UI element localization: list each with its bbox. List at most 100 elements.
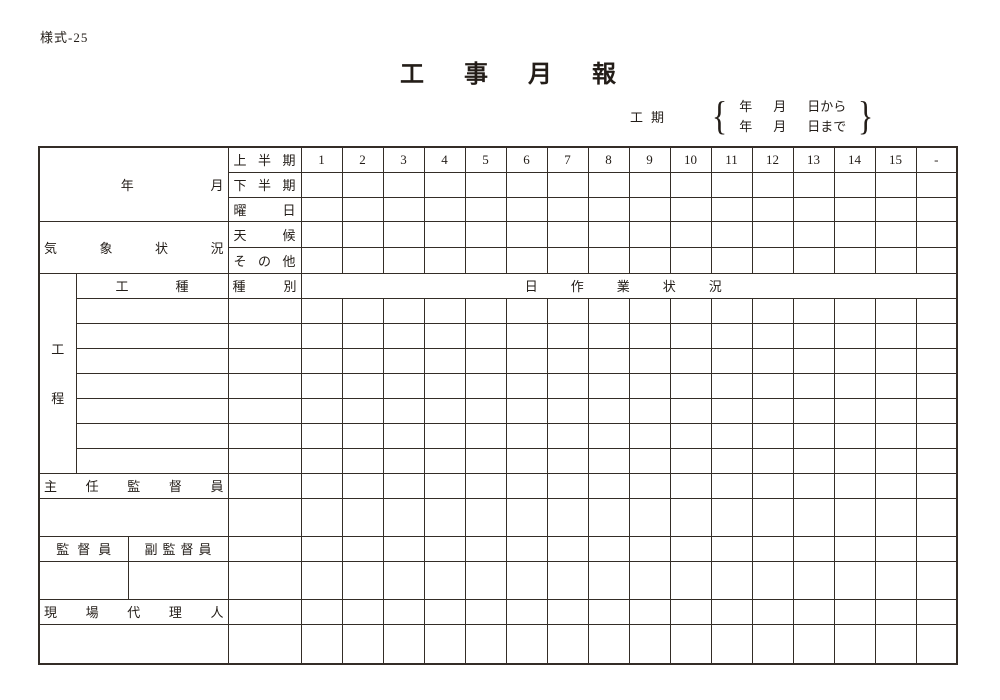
day-cell xyxy=(546,246,589,274)
day-cell xyxy=(382,372,425,399)
day-number-header: 8 xyxy=(587,146,630,173)
day-cell xyxy=(587,397,630,424)
day-cell xyxy=(546,535,589,562)
day-cell xyxy=(669,171,712,198)
day-cell xyxy=(751,472,794,499)
day-cell xyxy=(341,196,384,222)
day-cell xyxy=(300,372,343,399)
day-cell xyxy=(587,246,630,274)
day-cell xyxy=(300,171,343,198)
day-cell xyxy=(751,171,794,198)
table-row: 現場代理人 xyxy=(38,598,958,625)
table-row xyxy=(39,372,958,399)
period-label: 工期 xyxy=(630,109,673,125)
day-cell xyxy=(464,347,507,374)
work-type-cell xyxy=(75,347,229,374)
day-cell xyxy=(710,422,753,449)
year-month-cell: 年 月 xyxy=(38,146,229,222)
day-cell xyxy=(546,497,589,537)
day-cell xyxy=(751,246,794,274)
day-cell xyxy=(628,397,671,424)
day-cell xyxy=(300,447,343,474)
day-cell xyxy=(505,497,548,537)
table-row: 工程 工種 種別 日作業状況 xyxy=(38,272,958,474)
table-row: 監督員 副監督員 xyxy=(38,535,958,562)
page-title: 工事月報 xyxy=(400,62,656,88)
day-cell xyxy=(833,422,876,449)
day-cell xyxy=(587,347,630,374)
day-cell xyxy=(546,472,589,499)
day-cell xyxy=(710,497,753,537)
day-cell xyxy=(505,220,548,248)
day-cell xyxy=(669,535,712,562)
chief-supervisor-entry-cell xyxy=(38,497,229,537)
day-cell xyxy=(751,497,794,537)
day-cell xyxy=(587,560,630,600)
day-cell xyxy=(628,196,671,222)
table-row xyxy=(39,447,958,474)
day-cell xyxy=(833,196,876,222)
day-cell xyxy=(628,220,671,248)
category-header: 種別 xyxy=(227,272,302,299)
day-cell xyxy=(751,598,794,625)
day-cell xyxy=(669,196,712,222)
day-cell xyxy=(382,422,425,449)
day-cell xyxy=(915,297,958,324)
day-cell xyxy=(382,246,425,274)
day-cell xyxy=(382,623,425,665)
table-row xyxy=(39,422,958,449)
day-number-header: 15 xyxy=(874,146,917,173)
day-cell xyxy=(751,196,794,222)
weather-header: 天候 xyxy=(227,220,302,248)
day-cell xyxy=(341,623,384,665)
day-cell xyxy=(341,397,384,424)
day-cell xyxy=(341,246,384,274)
table-row: 下半期 xyxy=(39,171,958,198)
day-cell xyxy=(546,623,589,665)
work-type-header: 工種 xyxy=(75,272,229,299)
table-row xyxy=(39,322,958,349)
day-cell xyxy=(915,397,958,424)
day-cell xyxy=(915,196,958,222)
day-number-header: 10 xyxy=(669,146,712,173)
day-cell xyxy=(587,322,630,349)
day-cell xyxy=(464,422,507,449)
day-cell xyxy=(382,560,425,600)
day-cell xyxy=(628,246,671,274)
day-cell xyxy=(751,397,794,424)
day-cell xyxy=(710,535,753,562)
day-cell xyxy=(710,220,753,248)
category-cell xyxy=(227,447,302,474)
day-cell xyxy=(423,472,466,499)
day-cell xyxy=(792,422,835,449)
day-cell xyxy=(874,560,917,600)
day-cell xyxy=(628,535,671,562)
day-cell xyxy=(546,422,589,449)
day-number-header: 14 xyxy=(833,146,876,173)
month-label: 月 xyxy=(210,177,224,193)
day-cell xyxy=(874,497,917,537)
day-number-header: 9 xyxy=(628,146,671,173)
day-cell xyxy=(669,220,712,248)
day-cell xyxy=(423,447,466,474)
day-cell xyxy=(669,623,712,665)
day-cell xyxy=(464,322,507,349)
day-number-header: 7 xyxy=(546,146,589,173)
deputy-supervisor-label: 副監督員 xyxy=(127,535,229,562)
day-cell xyxy=(464,171,507,198)
day-cell xyxy=(382,347,425,374)
day-cell xyxy=(382,535,425,562)
day-cell xyxy=(341,497,384,537)
day-cell xyxy=(423,397,466,424)
day-cell xyxy=(874,397,917,424)
day-cell xyxy=(382,171,425,198)
day-cell xyxy=(505,472,548,499)
sub-cell xyxy=(227,623,302,665)
day-cell xyxy=(874,347,917,374)
day-cell xyxy=(874,623,917,665)
category-cell xyxy=(227,397,302,424)
day-cell xyxy=(382,472,425,499)
day-cell xyxy=(628,422,671,449)
day-cell xyxy=(382,598,425,625)
